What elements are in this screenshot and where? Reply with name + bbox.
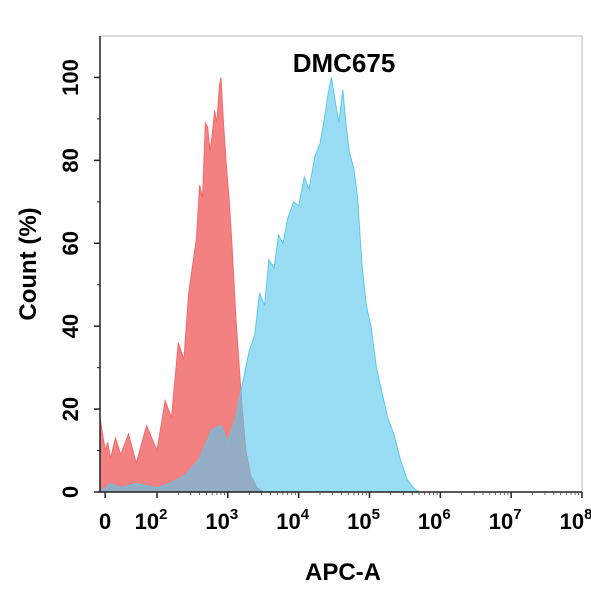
histogram-series-1 <box>99 77 266 493</box>
y-tick-label: 60 <box>58 231 83 255</box>
y-tick-label: 80 <box>58 148 83 172</box>
x-tick-label: 102 <box>135 506 168 534</box>
x-tick-label: 0 <box>99 509 111 534</box>
y-axis-ticks: 0 20 40 60 80 100 <box>58 59 100 498</box>
x-tick-label: 107 <box>489 506 522 534</box>
y-tick-label: 40 <box>58 314 83 338</box>
x-tick-label: 108 <box>560 506 591 534</box>
x-tick-label: 103 <box>205 506 238 534</box>
x-axis-ticks: 0 102 103 104 105 106 107 108 <box>99 492 591 534</box>
y-tick-label: 100 <box>58 59 83 96</box>
histogram-series-group <box>98 77 421 493</box>
y-tick-label: 20 <box>58 397 83 421</box>
chart-title: DMC675 <box>293 48 396 78</box>
x-tick-label: 104 <box>276 506 309 534</box>
histogram-series-2 <box>98 77 421 493</box>
x-tick-label: 105 <box>347 506 380 534</box>
y-axis-label: Count (%) <box>15 207 42 320</box>
x-axis-label: APC-A <box>305 559 381 586</box>
x-tick-label: 106 <box>418 506 451 534</box>
y-tick-label: 0 <box>58 486 83 498</box>
